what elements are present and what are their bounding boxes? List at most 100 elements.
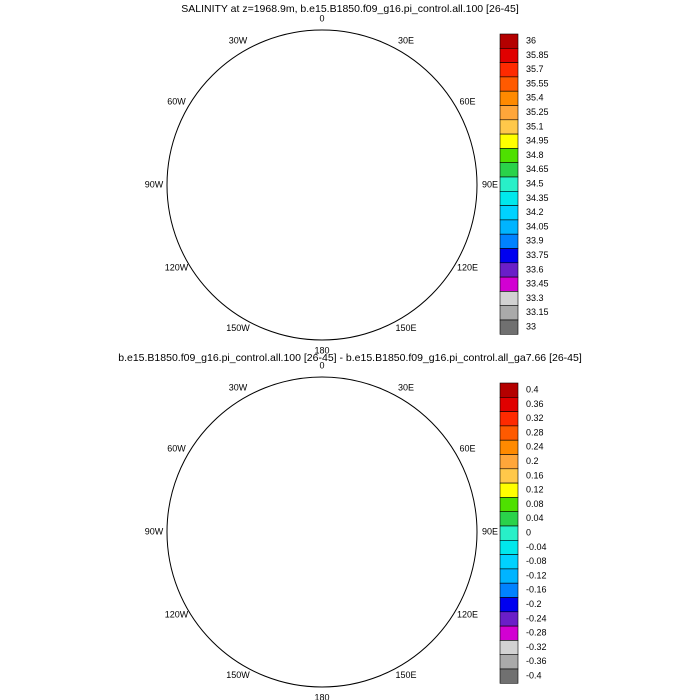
- colorbar-box: [499, 396, 519, 412]
- colorbar-label: 36: [526, 36, 536, 46]
- colorbar-label: 0.2: [526, 456, 539, 466]
- field-band: [172, 45, 467, 285]
- longitude-label: 150W: [226, 323, 250, 333]
- colorbar-box: [499, 105, 519, 121]
- colorbar-box: [499, 33, 519, 49]
- colorbar-label: -0.08: [526, 556, 547, 566]
- missing-data: [462, 112, 482, 148]
- colorbar-label: 35.1: [526, 121, 544, 131]
- colorbar-label: -0.16: [526, 585, 547, 595]
- longitude-label: 90W: [145, 526, 164, 536]
- longitude-line: [322, 185, 400, 319]
- field-region: [244, 240, 387, 330]
- colorbar-label: 0: [526, 528, 531, 538]
- longitude-label: 60E: [459, 96, 475, 106]
- longitude-line: [188, 455, 322, 533]
- colorbar-box: [499, 640, 519, 656]
- longitude-label: 60W: [167, 443, 186, 453]
- colorbar-box: [499, 233, 519, 249]
- missing-data: [204, 436, 220, 448]
- longitude-line: [322, 532, 456, 610]
- colorbar-label: 0.32: [526, 413, 544, 423]
- longitude-label: 150E: [395, 323, 416, 333]
- longitude-line: [188, 532, 322, 610]
- colorbar-label: 35.25: [526, 107, 549, 117]
- colorbar-label: -0.24: [526, 613, 547, 623]
- colorbar-label: 33.75: [526, 250, 549, 260]
- colorbar-label: 34.8: [526, 150, 544, 160]
- colorbar-box: [499, 568, 519, 584]
- longitude-line: [188, 185, 322, 263]
- colorbar-label: 34.2: [526, 207, 544, 217]
- colorbar-label: 34.35: [526, 193, 549, 203]
- colorbar-label: 35.55: [526, 78, 549, 88]
- longitude-label: 90W: [145, 179, 164, 189]
- longitude-label: 150E: [395, 670, 416, 680]
- longitude-label: 120E: [457, 262, 478, 272]
- colorbar-box: [499, 191, 519, 206]
- colorbar-box: [499, 276, 519, 292]
- colorbar-box: [499, 262, 519, 278]
- colorbar-box: [499, 148, 519, 163]
- colorbar-label: 33.9: [526, 236, 544, 246]
- longitude-line: [245, 532, 323, 666]
- longitude-line: [188, 108, 322, 186]
- longitude-label: 120W: [165, 609, 189, 619]
- colorbar-box: [499, 482, 519, 498]
- colorbar-label: 33.45: [526, 279, 549, 289]
- colorbar-label: 33.15: [526, 307, 549, 317]
- colorbar-label: 0.16: [526, 470, 544, 480]
- longitude-label: 180: [314, 692, 329, 700]
- colorbar-box: [499, 291, 519, 306]
- colorbar-label: 33.6: [526, 264, 544, 274]
- colorbar-label: -0.36: [526, 656, 547, 666]
- antarctica: [237, 110, 410, 251]
- ocean-field: [167, 377, 477, 687]
- ocean-field: [167, 30, 477, 340]
- colorbar-box: [499, 305, 519, 321]
- longitude-label: 120W: [165, 262, 189, 272]
- colorbar-box: [499, 582, 519, 598]
- colorbar-label: 35.4: [526, 93, 544, 103]
- colorbar-label: 33: [526, 322, 536, 332]
- colorbar-label: 0.04: [526, 513, 544, 523]
- colorbar-box: [499, 511, 519, 527]
- colorbar-label: 0.24: [526, 442, 544, 452]
- colorbar-label: 0.4: [526, 385, 539, 395]
- colorbar-label: 34.05: [526, 221, 549, 231]
- colorbar-label: -0.4: [526, 671, 542, 681]
- longitude-label: 150W: [226, 670, 250, 680]
- longitude-line: [245, 51, 323, 185]
- colorbar-box: [499, 597, 519, 613]
- colorbar-label: -0.32: [526, 642, 547, 652]
- colorbar-box: [499, 133, 519, 149]
- longitude-line: [322, 455, 456, 533]
- longitude-line: [322, 398, 400, 532]
- colorbar-label: -0.28: [526, 628, 547, 638]
- colorbar-label: 34.65: [526, 164, 549, 174]
- longitude-label: 90E: [482, 526, 498, 536]
- colorbar-label: 34.95: [526, 136, 549, 146]
- colorbar-box: [499, 468, 519, 484]
- map-title: SALINITY at z=1968.9m, b.e15.B1850.f09_g…: [181, 3, 519, 15]
- colorbar-box: [499, 382, 519, 398]
- colorbar-label: 0.08: [526, 499, 544, 509]
- longitude-label: 60W: [167, 96, 186, 106]
- colorbar-box: [499, 611, 519, 627]
- longitude-label: 30W: [229, 36, 248, 46]
- antarctica: [237, 457, 410, 598]
- longitude-label: 0: [319, 360, 324, 370]
- longitude-line: [245, 398, 323, 532]
- colorbar-box: [499, 554, 519, 570]
- field-region: [252, 617, 382, 657]
- colorbar-box: [499, 162, 519, 178]
- colorbar-box: [499, 454, 519, 470]
- latitude-line: [218, 428, 426, 636]
- longitude-label: 180: [314, 345, 329, 355]
- colorbar-box: [499, 248, 519, 264]
- colorbar-box: [499, 76, 519, 92]
- colorbar-box: [499, 90, 519, 106]
- colorbar-box: [499, 319, 519, 335]
- colorbar-box: [499, 539, 519, 555]
